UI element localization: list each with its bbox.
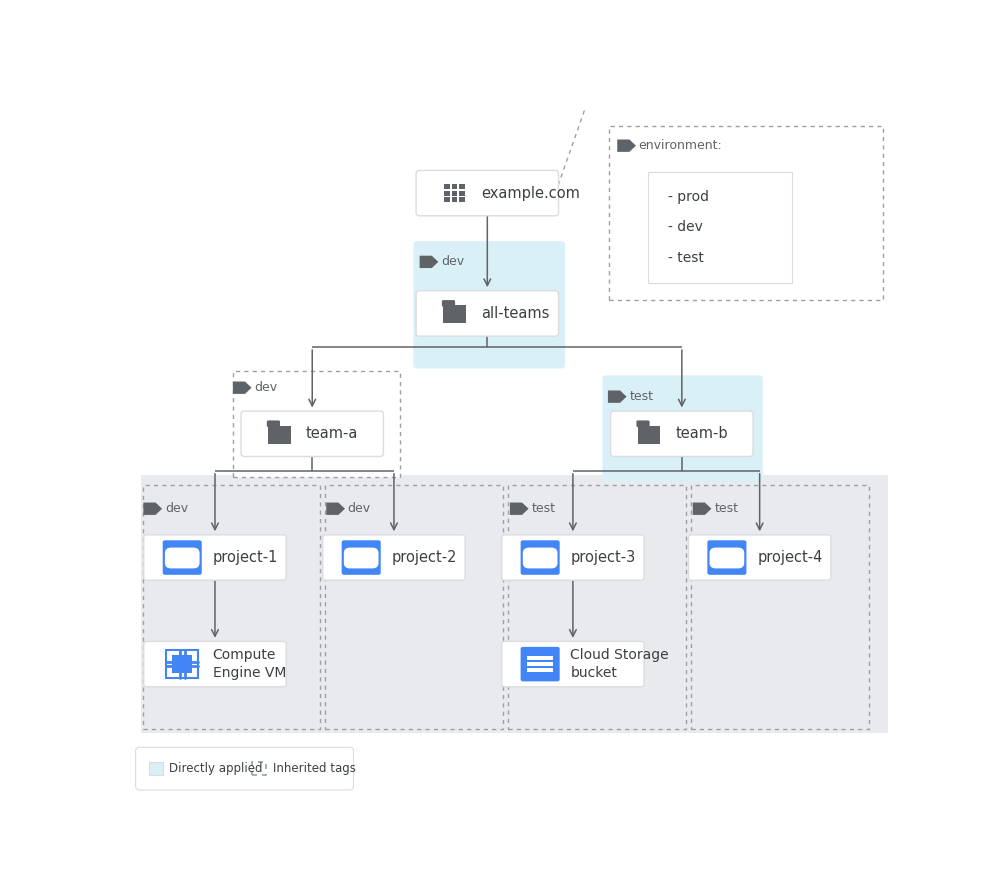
FancyBboxPatch shape: [268, 426, 290, 444]
FancyBboxPatch shape: [707, 540, 745, 575]
FancyBboxPatch shape: [171, 560, 194, 564]
Text: team-a: team-a: [306, 426, 358, 441]
Text: environment:: environment:: [638, 139, 722, 152]
Text: Compute: Compute: [213, 648, 276, 663]
FancyBboxPatch shape: [648, 172, 791, 282]
Polygon shape: [233, 381, 252, 394]
Text: Inherited tags: Inherited tags: [272, 762, 355, 775]
FancyBboxPatch shape: [148, 763, 162, 775]
FancyBboxPatch shape: [165, 650, 199, 679]
FancyBboxPatch shape: [458, 197, 464, 202]
Text: Engine VM: Engine VM: [213, 666, 286, 680]
FancyBboxPatch shape: [715, 560, 737, 564]
Polygon shape: [510, 503, 528, 515]
FancyBboxPatch shape: [444, 190, 449, 196]
FancyBboxPatch shape: [444, 197, 449, 202]
Polygon shape: [326, 503, 345, 515]
FancyBboxPatch shape: [451, 184, 457, 189]
FancyBboxPatch shape: [451, 197, 457, 202]
FancyBboxPatch shape: [502, 641, 644, 687]
Text: project-1: project-1: [213, 550, 278, 565]
FancyBboxPatch shape: [444, 184, 449, 189]
FancyBboxPatch shape: [458, 184, 464, 189]
FancyBboxPatch shape: [602, 375, 762, 482]
FancyBboxPatch shape: [343, 547, 378, 569]
FancyBboxPatch shape: [135, 747, 353, 790]
Polygon shape: [617, 139, 635, 152]
FancyBboxPatch shape: [709, 547, 743, 569]
Text: - prod: - prod: [667, 189, 708, 204]
FancyBboxPatch shape: [637, 426, 660, 444]
Polygon shape: [692, 503, 711, 515]
FancyBboxPatch shape: [164, 547, 200, 569]
Text: bucket: bucket: [570, 666, 617, 680]
FancyBboxPatch shape: [502, 535, 644, 580]
FancyBboxPatch shape: [413, 241, 565, 369]
FancyBboxPatch shape: [451, 190, 457, 196]
Polygon shape: [608, 390, 626, 403]
Polygon shape: [419, 255, 438, 268]
Text: project-3: project-3: [570, 550, 635, 565]
FancyBboxPatch shape: [521, 540, 559, 575]
FancyBboxPatch shape: [322, 535, 464, 580]
FancyBboxPatch shape: [233, 371, 400, 477]
Text: Cloud Storage: Cloud Storage: [570, 648, 668, 663]
FancyBboxPatch shape: [610, 411, 752, 456]
Text: project-2: project-2: [391, 550, 456, 565]
FancyBboxPatch shape: [609, 127, 883, 300]
FancyBboxPatch shape: [443, 305, 465, 323]
FancyBboxPatch shape: [341, 540, 380, 575]
Text: team-b: team-b: [675, 426, 727, 441]
FancyBboxPatch shape: [415, 171, 558, 216]
FancyBboxPatch shape: [527, 662, 553, 666]
Text: dev: dev: [254, 381, 277, 394]
FancyBboxPatch shape: [143, 641, 286, 687]
FancyBboxPatch shape: [140, 475, 888, 733]
FancyBboxPatch shape: [636, 421, 649, 427]
Text: test: test: [713, 502, 737, 515]
Text: - test: - test: [667, 251, 703, 265]
Text: dev: dev: [440, 255, 463, 269]
Text: all-teams: all-teams: [480, 306, 549, 321]
FancyBboxPatch shape: [162, 540, 202, 575]
FancyBboxPatch shape: [143, 535, 286, 580]
FancyBboxPatch shape: [527, 669, 553, 672]
FancyBboxPatch shape: [523, 547, 557, 569]
Text: - dev: - dev: [667, 221, 702, 235]
FancyBboxPatch shape: [241, 411, 383, 456]
FancyBboxPatch shape: [172, 655, 193, 673]
Text: project-4: project-4: [756, 550, 821, 565]
FancyBboxPatch shape: [458, 190, 464, 196]
FancyBboxPatch shape: [529, 560, 551, 564]
FancyBboxPatch shape: [415, 291, 558, 336]
Polygon shape: [143, 503, 161, 515]
FancyBboxPatch shape: [527, 655, 553, 660]
Text: example.com: example.com: [480, 186, 579, 201]
FancyBboxPatch shape: [350, 560, 372, 564]
FancyBboxPatch shape: [252, 763, 266, 775]
FancyBboxPatch shape: [688, 535, 830, 580]
Text: Directly applied: Directly applied: [169, 762, 263, 775]
Text: dev: dev: [164, 502, 188, 515]
Text: dev: dev: [347, 502, 370, 515]
Text: test: test: [531, 502, 555, 515]
Text: test: test: [629, 390, 653, 403]
FancyBboxPatch shape: [521, 647, 559, 681]
FancyBboxPatch shape: [267, 421, 280, 427]
FancyBboxPatch shape: [441, 300, 454, 307]
